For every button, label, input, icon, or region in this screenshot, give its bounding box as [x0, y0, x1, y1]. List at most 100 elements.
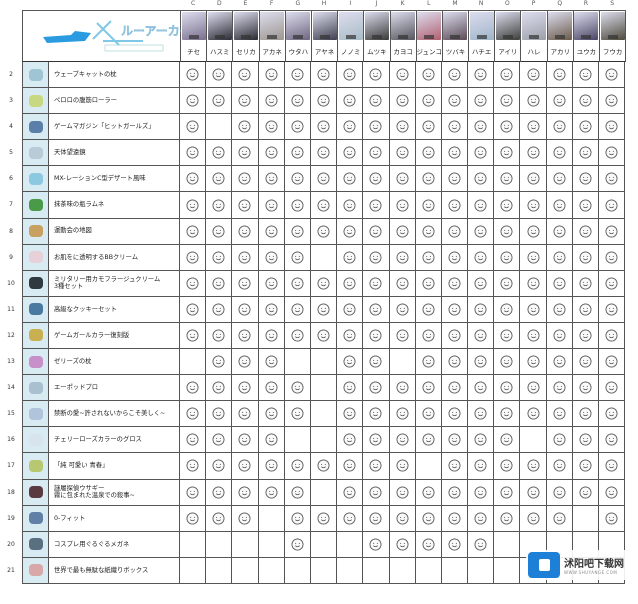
empty-cell: [441, 557, 469, 584]
smiley-face-icon: [474, 459, 487, 472]
preference-cell: [599, 114, 626, 141]
preference-cell: [572, 270, 599, 297]
smiley-face-icon: [317, 512, 330, 525]
row-number: 6: [9, 175, 13, 183]
character-name: ハチエ: [471, 48, 492, 56]
preference-cell: [415, 88, 442, 115]
row-number: 20: [7, 540, 15, 548]
smiley-face-icon: [448, 329, 461, 342]
smiley-face-icon: [186, 225, 199, 238]
character-avatar: [522, 12, 547, 40]
smiley-face-icon: [500, 355, 513, 368]
preference-cell: [599, 322, 626, 350]
smiley-face-icon: [291, 381, 304, 394]
smiley-face-icon: [265, 251, 278, 264]
preference-cell: [389, 140, 416, 167]
preference-cell: [258, 453, 285, 480]
smiley-face-icon: [369, 172, 382, 185]
smiley-face-icon: [291, 199, 304, 212]
smiley-face-icon: [396, 146, 409, 159]
character-column-header: セリカ: [233, 11, 260, 62]
preference-cell: [572, 296, 599, 323]
preference-cell: [520, 296, 547, 323]
table-row: 4 ゲームマガジン「ヒットガールズ」: [0, 114, 626, 141]
smiley-face-icon: [396, 459, 409, 472]
empty-cell: [258, 505, 285, 532]
preference-cell: [337, 166, 364, 193]
row-number: 14: [7, 384, 15, 392]
smiley-face-icon: [553, 172, 566, 185]
character-column-header: ウタハ: [286, 11, 312, 62]
preference-cell: [258, 244, 285, 271]
smiley-face-icon: [474, 303, 487, 316]
preference-cell: [520, 166, 547, 193]
smiley-face-icon: [396, 199, 409, 212]
preference-cell: [363, 349, 390, 376]
smiley-face-icon: [238, 277, 251, 290]
preference-cell: [441, 322, 469, 350]
smiley-face-icon: [317, 225, 330, 238]
smiley-face-icon: [369, 459, 382, 472]
pillow-icon: [22, 62, 49, 89]
preference-cell: [284, 296, 311, 323]
table-row: 11 高級なクッキーセット: [0, 296, 626, 323]
smiley-face-icon: [500, 512, 513, 525]
row-number: 17: [7, 462, 15, 470]
smiley-face-icon: [212, 407, 225, 420]
smiley-face-icon: [396, 225, 409, 238]
preference-cell: [546, 218, 573, 245]
preference-cell: [284, 453, 311, 480]
empty-cell: [310, 244, 338, 271]
smiley-face-icon: [605, 433, 618, 446]
smiley-face-icon: [422, 329, 435, 342]
smiley-face-icon: [553, 225, 566, 238]
preference-cell: [180, 505, 207, 532]
preference-cell: [468, 427, 495, 454]
table-row: 14 エーポッドプロ: [0, 375, 626, 402]
smiley-face-icon: [553, 68, 566, 81]
preference-cell: [441, 453, 469, 480]
preference-cell: [520, 218, 547, 245]
character-name: ツバキ: [445, 48, 466, 56]
column-letter: M: [452, 0, 458, 7]
smiley-face-icon: [527, 94, 540, 107]
character-name: ウタハ: [288, 48, 309, 56]
smiley-face-icon: [369, 407, 382, 420]
smiley-face-icon: [579, 225, 592, 238]
preference-cell: [284, 479, 311, 506]
preference-cell: [599, 479, 626, 506]
smiley-face-icon: [265, 459, 278, 472]
smiley-face-icon: [500, 146, 513, 159]
gift-name: 運動会の地図: [49, 218, 180, 245]
smiley-face-icon: [474, 486, 487, 499]
preference-cell: [520, 192, 547, 219]
preference-cell: [389, 375, 416, 402]
empty-cell: [180, 349, 207, 376]
character-avatar: [207, 12, 232, 40]
preference-cell: [232, 427, 259, 454]
preference-cell: [572, 453, 599, 480]
smiley-face-icon: [553, 303, 566, 316]
preference-cell: [599, 140, 626, 167]
preference-cell: [546, 114, 573, 141]
gift-name: 天体望遠鏡: [49, 140, 180, 167]
smiley-face-icon: [212, 277, 225, 290]
smiley-face-icon: [527, 146, 540, 159]
smiley-face-icon: [448, 381, 461, 394]
smiley-face-icon: [369, 225, 382, 238]
preference-cell: [520, 453, 547, 480]
smiley-face-icon: [500, 303, 513, 316]
preference-cell: [599, 296, 626, 323]
preference-cell: [258, 479, 285, 506]
smiley-face-icon: [474, 512, 487, 525]
row-number: 13: [7, 358, 15, 366]
smiley-face-icon: [500, 225, 513, 238]
character-column-header: ジュンコ: [417, 11, 443, 62]
smiley-face-icon: [474, 146, 487, 159]
smiley-face-icon: [212, 355, 225, 368]
preference-cell: [232, 296, 259, 323]
row-number: 2: [9, 71, 13, 78]
smiley-face-icon: [527, 512, 540, 525]
preference-cell: [415, 401, 442, 428]
preference-cell: [284, 375, 311, 402]
